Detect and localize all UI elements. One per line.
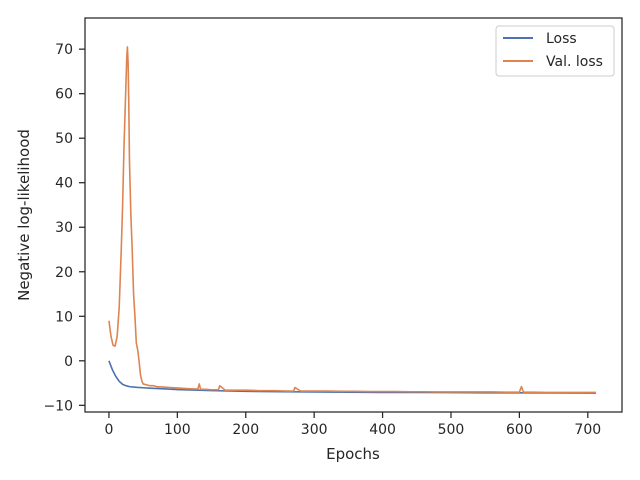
y-tick-label: 40 (55, 176, 73, 192)
y-tick-label: 10 (55, 309, 73, 325)
x-axis-ticks: 0 100 200 300 400 500 600 700 (104, 412, 601, 438)
y-tick-label: 50 (55, 131, 73, 147)
series-line-val-loss (108, 46, 597, 394)
y-tick-label: 20 (55, 265, 73, 281)
y-tick-label: 0 (64, 354, 73, 370)
x-tick-label: 0 (104, 422, 113, 438)
x-tick-label: 200 (232, 422, 259, 438)
y-axis-ticks: −10 0 10 20 30 40 50 60 70 (43, 42, 85, 414)
y-tick-label: 70 (55, 42, 73, 58)
x-tick-label: 100 (164, 422, 191, 438)
plot-frame (84, 17, 623, 413)
y-tick-label: 30 (55, 220, 73, 236)
legend-label-loss: Loss (546, 31, 577, 47)
plot-background (85, 18, 622, 412)
x-axis-label: Epochs (326, 445, 380, 463)
x-tick-label: 700 (574, 422, 601, 438)
x-tick-label: 600 (506, 422, 533, 438)
y-tick-label: 60 (55, 87, 73, 103)
series-layer (108, 46, 597, 394)
y-axis-label: Negative log-likelihood (15, 129, 33, 301)
x-tick-label: 500 (438, 422, 465, 438)
legend: Loss Val. loss (495, 25, 615, 77)
y-tick-label: −10 (43, 398, 73, 414)
legend-label-val-loss: Val. loss (546, 54, 603, 70)
x-tick-label: 300 (301, 422, 328, 438)
x-tick-label: 400 (369, 422, 396, 438)
